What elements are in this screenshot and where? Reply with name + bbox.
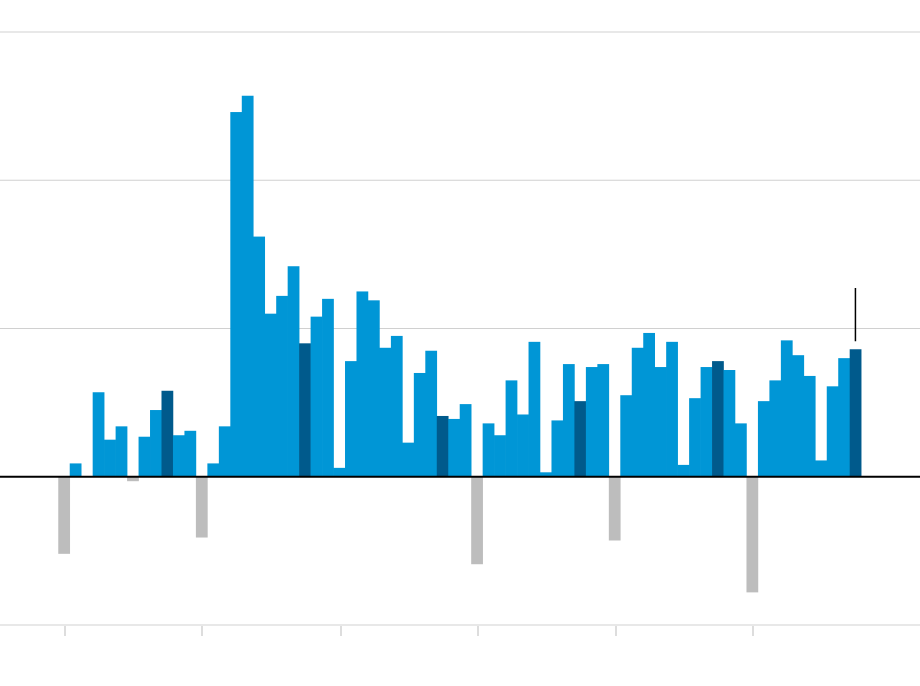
x-axis-ticks [64,626,754,636]
bar [356,291,369,477]
bar [746,476,759,593]
bar [104,439,116,477]
bar [195,476,208,538]
bar [138,436,151,477]
bar [367,300,380,477]
bar [161,390,174,477]
bar [127,476,139,482]
bar [666,341,678,477]
bar [333,467,346,477]
bar [230,112,243,477]
bar [459,404,472,477]
bar [299,343,311,477]
bar [757,401,770,477]
bar [838,358,850,477]
bar [540,472,552,477]
bar [849,349,862,477]
bar [390,335,403,477]
bar [402,442,415,477]
bar [482,423,495,477]
bar [562,364,575,477]
bar [654,367,667,477]
bar [218,426,231,477]
bar [780,340,793,477]
bar [276,295,288,477]
bar [734,423,747,477]
bar [58,476,71,554]
bar [551,420,564,477]
bar [253,236,266,477]
bar [115,426,128,477]
bar [769,380,782,477]
bar [608,476,621,541]
bar [379,347,392,477]
bar [505,380,518,477]
bar [494,435,506,477]
bar [643,332,656,477]
bar [712,361,724,477]
bar [826,386,839,477]
bar [574,401,587,477]
bar [69,463,82,477]
bar [528,341,541,477]
bar [631,347,644,477]
bar [150,410,162,477]
bar [723,370,736,477]
bar [172,435,185,477]
bar [585,367,598,477]
bar [471,476,483,565]
bar [448,418,461,477]
bar [425,350,438,477]
bar [184,430,197,477]
bar [207,463,220,477]
bar [803,375,816,477]
bar [413,372,426,477]
bar [792,355,805,477]
bar [92,392,105,477]
bar [620,395,633,477]
bar [517,414,529,477]
bar [815,460,828,477]
bar [677,464,690,477]
bar [241,95,254,477]
bar [287,266,300,477]
bar [700,367,713,477]
bar [345,361,357,477]
bar [264,313,277,477]
bar [689,398,701,477]
bar [436,415,449,477]
bar [322,298,334,477]
bar [310,316,323,477]
bar [597,364,610,477]
